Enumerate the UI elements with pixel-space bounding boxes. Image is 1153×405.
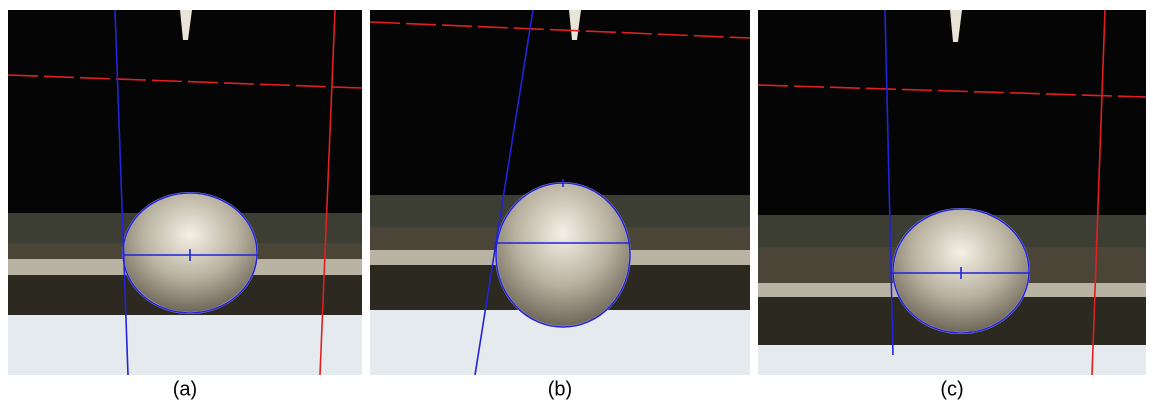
photo-a [8, 10, 362, 375]
figure: (a) (b) (c) [0, 0, 1153, 405]
photo-b [370, 10, 750, 375]
panel-label: (c) [940, 378, 963, 400]
panel-label: (a) [173, 378, 197, 400]
panel-label: (b) [548, 378, 572, 400]
photo-c [758, 10, 1146, 375]
